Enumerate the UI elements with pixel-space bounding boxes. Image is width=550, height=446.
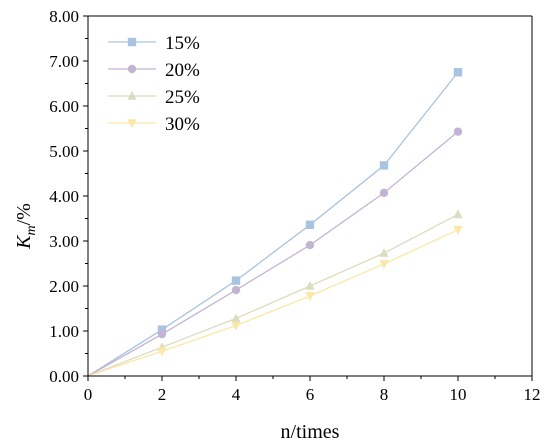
tick-labels: 0 2 4 6 8 10 12 0.00 1.00 2.00 3.00 4.00 5.00 6.00 7.0… [49, 7, 540, 404]
series-3-point-3 [305, 292, 315, 301]
y-tick-label-4: 4.00 [49, 187, 79, 206]
y-axis-title-sub: m [24, 225, 39, 235]
x-tick-label-6: 12 [524, 385, 541, 404]
series-1-point-2 [231, 285, 241, 295]
series-3-point-4 [379, 260, 389, 269]
series-line-1 [87, 131, 459, 377]
series-0-point-3 [305, 220, 315, 229]
x-tick-label-0: 0 [84, 385, 93, 404]
series-2-point-3 [305, 280, 315, 290]
legend-label-0: 15% [165, 33, 200, 54]
legend-marker-1 [127, 64, 137, 74]
legend-marker-0 [127, 37, 137, 47]
series-1-point-4 [379, 188, 389, 198]
x-tick-label-1: 2 [158, 385, 167, 404]
y-tick-label-2: 2.00 [49, 277, 79, 296]
series-2-point-5 [453, 209, 463, 219]
y-tick-label-0: 0.00 [49, 367, 79, 386]
series-2-point-4 [379, 248, 389, 257]
legend: 15% 20% 25% 30% [108, 33, 200, 135]
y-tick-label-8: 8.00 [49, 7, 79, 26]
plot-marks [87, 68, 463, 377]
y-tick-label-1: 1.00 [49, 322, 79, 341]
legend-marker-3 [127, 119, 137, 129]
x-tick-label-2: 4 [232, 385, 241, 404]
y-tick-label-6: 6.00 [49, 97, 79, 116]
y-axis-title: Km/% [13, 203, 39, 250]
legend-label-3: 30% [165, 114, 200, 135]
series-3-point-2 [231, 321, 241, 331]
series-1-point-3 [305, 240, 315, 250]
series-2-point-2 [231, 313, 241, 323]
x-tick-label-5: 10 [450, 385, 467, 404]
x-tick-label-4: 8 [380, 385, 389, 404]
y-axis-title-rest: /% [13, 203, 35, 225]
series-0-point-5 [453, 68, 463, 77]
legend-label-2: 25% [165, 87, 200, 108]
series-0-point-1 [157, 325, 167, 334]
series-0-point-2 [231, 276, 241, 285]
series-3-point-1 [157, 347, 167, 357]
series-line-2 [87, 213, 459, 377]
x-tick-label-3: 6 [306, 385, 315, 404]
y-tick-label-3: 3.00 [49, 232, 79, 251]
series-line-0 [87, 71, 459, 377]
x-axis-title: n/times [281, 421, 340, 443]
series-0-point-4 [379, 161, 389, 170]
y-tick-label-7: 7.00 [49, 52, 79, 71]
series-1-point-1 [157, 329, 167, 339]
series-3-point-5 [453, 225, 463, 235]
legend-marker-2 [127, 90, 137, 100]
series-line-3 [87, 229, 459, 377]
y-tick-label-5: 5.00 [49, 142, 79, 161]
y-axis-title-main: K [13, 234, 35, 250]
legend-label-1: 20% [165, 60, 200, 81]
series-1-point-5 [453, 127, 463, 136]
axes [83, 15, 533, 381]
